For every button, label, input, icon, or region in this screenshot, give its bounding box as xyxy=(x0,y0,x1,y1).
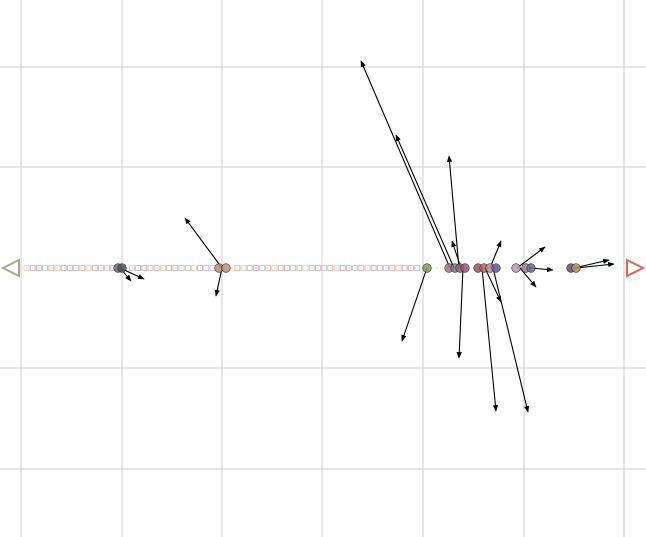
node-marker xyxy=(526,263,536,273)
square-marker xyxy=(190,265,197,271)
arrow xyxy=(489,240,502,269)
square-marker xyxy=(203,265,210,271)
square-marker xyxy=(395,265,402,271)
square-marker xyxy=(153,265,160,271)
square-marker xyxy=(339,265,346,271)
square-marker xyxy=(29,265,36,271)
arrows xyxy=(119,60,615,413)
node-marker xyxy=(422,263,432,273)
square-marker xyxy=(407,265,414,271)
square-marker xyxy=(308,265,315,271)
square-marker xyxy=(327,265,334,271)
square-marker xyxy=(178,265,185,271)
square-marker xyxy=(271,265,278,271)
arrow xyxy=(401,267,428,342)
square-marker xyxy=(370,265,377,271)
square-marker xyxy=(246,265,253,271)
arrow xyxy=(481,267,499,412)
square-marker xyxy=(296,265,303,271)
arrow xyxy=(575,261,615,269)
square-marker xyxy=(414,265,421,271)
arrow xyxy=(516,246,546,269)
square-marker xyxy=(252,265,259,271)
square-marker xyxy=(159,265,166,271)
arrow xyxy=(484,267,502,303)
arrow xyxy=(446,155,460,269)
square-marker xyxy=(333,265,340,271)
square-marker xyxy=(184,265,191,271)
square-marker xyxy=(290,265,297,271)
square-marker xyxy=(36,265,42,271)
square-marker xyxy=(234,265,241,271)
square-marker xyxy=(358,265,365,271)
square-marker xyxy=(352,265,359,271)
right-triangle-icon xyxy=(626,258,646,278)
square-marker xyxy=(277,265,284,271)
arrow xyxy=(492,267,530,413)
square-marker xyxy=(321,265,328,271)
square-marker xyxy=(376,265,383,271)
square-marker xyxy=(23,265,30,271)
left-triangle-icon xyxy=(0,258,20,278)
square-marker xyxy=(73,265,79,271)
square-marker xyxy=(67,265,73,271)
arrow xyxy=(214,267,223,297)
square-marker xyxy=(345,265,352,271)
node-marker xyxy=(117,263,127,273)
node-marker xyxy=(511,263,521,273)
square-marker xyxy=(128,265,135,271)
square-marker xyxy=(283,265,290,271)
arrow xyxy=(184,217,223,269)
node-marker xyxy=(571,263,581,273)
square-marker xyxy=(79,265,86,271)
square-marker xyxy=(240,265,247,271)
square-marker xyxy=(60,265,67,271)
square-marker xyxy=(383,265,390,271)
square-marker xyxy=(141,265,148,271)
node-markers xyxy=(113,263,581,273)
square-marker xyxy=(42,265,48,271)
square-marker xyxy=(54,265,61,271)
square-marker xyxy=(197,265,204,271)
square-marker xyxy=(265,265,272,271)
square-marker xyxy=(364,265,371,271)
square-marker xyxy=(91,265,98,271)
square-marker xyxy=(166,265,173,271)
square-marker xyxy=(314,265,321,271)
square-marker xyxy=(302,265,309,271)
arrow xyxy=(360,60,451,269)
node-marker xyxy=(221,263,231,273)
arrow xyxy=(456,267,464,359)
square-markers xyxy=(23,265,421,271)
square-marker xyxy=(135,265,142,271)
square-marker xyxy=(48,265,55,271)
square-marker xyxy=(389,265,396,271)
square-marker xyxy=(259,265,266,271)
node-marker xyxy=(491,263,501,273)
square-marker xyxy=(172,265,179,271)
square-marker xyxy=(98,265,104,271)
node-marker xyxy=(460,263,470,273)
square-marker xyxy=(401,265,408,271)
square-marker xyxy=(147,265,154,271)
square-marker xyxy=(85,265,92,271)
square-marker xyxy=(104,265,110,271)
arrow xyxy=(395,134,455,269)
